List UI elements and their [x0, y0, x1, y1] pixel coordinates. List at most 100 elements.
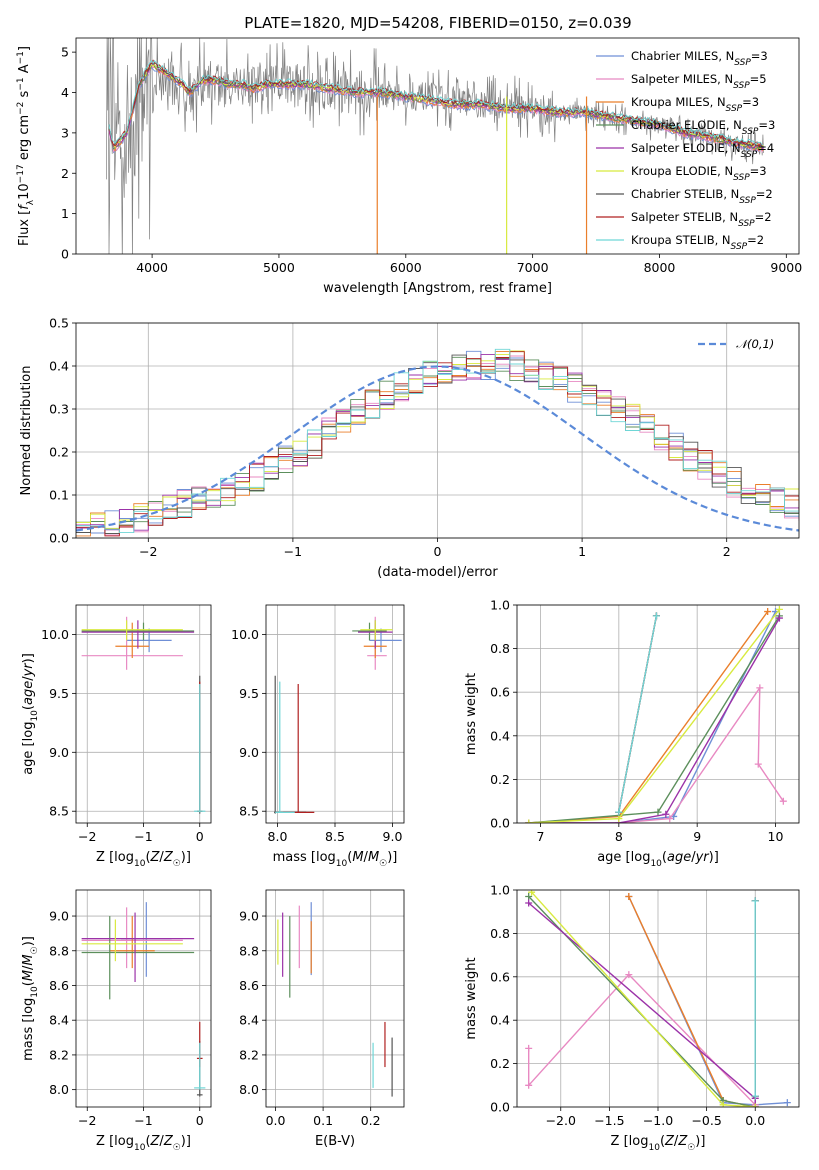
label-part: 10	[30, 710, 40, 722]
label-part: Salpeter ELODIE, N	[631, 141, 741, 155]
mass-weight-line-chabrier-miles	[628, 896, 788, 1106]
legend-entry: Salpeter STELIB, NSSP=2	[631, 210, 772, 229]
y-axis-label: Normed distribution	[19, 366, 34, 496]
y-tick-label: 0.4	[490, 1013, 510, 1028]
x-tick-label: 7	[537, 829, 545, 844]
axes-frame	[265, 604, 405, 824]
label-part: Kroupa STELIB, N	[631, 233, 731, 247]
x-tick-label: 8.5	[325, 829, 345, 844]
y-tick-label: 1.0	[490, 883, 510, 898]
label-part: M	[352, 850, 363, 865]
axes-mass-vs-Z: −2 −1 08.08.28.48.68.89.0Z [log10(Z/Z☉)]ma…	[21, 889, 212, 1153]
label-part: =3	[758, 118, 775, 132]
x-axis-label: (data-model)/error	[377, 565, 498, 580]
x-tick-label: −2.0	[546, 1113, 576, 1128]
legend-entry: Chabrier STELIB, NSSP=2	[631, 187, 773, 206]
label-part: (	[145, 1134, 150, 1149]
mass-weight-line-chabrier-miles	[528, 611, 777, 823]
y-tick-label: 8.0	[239, 1082, 259, 1097]
x-tick-label: −1	[284, 544, 302, 559]
x-tick-label: 2	[723, 544, 731, 559]
label-part: /	[674, 1134, 679, 1149]
label-part: )]	[21, 936, 36, 946]
label-part: =2	[755, 210, 772, 224]
mass-weight-marker	[756, 684, 764, 692]
x-axis-label: wavelength [Angstrom, rest frame]	[323, 281, 552, 296]
mass-weight-marker	[525, 819, 533, 823]
y-tick-label: 0.4	[49, 359, 69, 374]
mass-weight-marker	[654, 808, 662, 816]
mass-weight-marker	[615, 808, 623, 816]
plot-area	[525, 890, 791, 1107]
label-part: ]	[17, 46, 32, 51]
label-part: /	[364, 850, 369, 865]
y-tick-label: 4	[61, 85, 69, 100]
label-part: wavelength [Angstrom, rest frame]	[323, 281, 552, 296]
mass-weight-marker	[525, 1044, 533, 1052]
y-tick-label: 0.6	[490, 969, 510, 984]
residual-histogram-salpeter-miles	[76, 355, 799, 536]
label-part: −2	[16, 102, 26, 115]
mass-weight-marker	[625, 971, 633, 979]
y-tick-label: 8.5	[239, 804, 259, 819]
label-part: Z	[150, 1134, 161, 1149]
label-part: M	[21, 970, 36, 981]
label-part: SSP	[733, 173, 750, 183]
label-part: 10	[650, 859, 662, 869]
label-part: mass [log	[273, 850, 336, 865]
label-part: )]	[695, 1134, 705, 1149]
label-part: =2	[756, 187, 773, 201]
label-part: SSP	[738, 219, 755, 229]
axes-frame	[265, 889, 405, 1108]
mass-weight-marker	[751, 1092, 759, 1100]
x-axis-label: age [log10(age/yr)]	[597, 850, 719, 869]
label-part: E(B-V)	[315, 1134, 355, 1149]
label-part: 10	[134, 1143, 146, 1153]
x-tick-label: 10	[768, 829, 784, 844]
x-tick-label: −1.5	[594, 1113, 624, 1128]
mass-weight-line-kroupa-miles	[628, 896, 756, 1107]
label-part: age	[667, 850, 691, 865]
legend-entry: 𝒩(0,1)	[736, 337, 774, 351]
x-tick-label: −0.5	[691, 1113, 721, 1128]
legend-entry: Chabrier MILES, NSSP=3	[631, 49, 768, 68]
label-part: 10	[30, 986, 40, 998]
x-axis-label: Z [log10(Z/Z☉)]	[96, 1134, 191, 1153]
residual-histogram-kroupa-stelib	[76, 348, 799, 534]
label-part: Z [log	[611, 1134, 649, 1149]
label-part: )]	[181, 850, 191, 865]
label-part: 10	[17, 183, 32, 200]
y-tick-label: 10.0	[41, 627, 69, 642]
label-part: Salpeter STELIB, N	[631, 210, 738, 224]
y-tick-label: 1.0	[490, 598, 510, 613]
y-axis-label: mass [log10(M/M☉)]	[21, 936, 40, 1061]
label-part: A	[17, 64, 32, 77]
mass-weight-line-salpeter-miles	[528, 685, 784, 823]
x-tick-label: 9	[693, 829, 701, 844]
label-part: yr	[695, 850, 711, 865]
label-part: =4	[757, 141, 774, 155]
residual-histogram-kroupa-elodie	[76, 350, 799, 529]
y-tick-label: 0.6	[490, 685, 510, 700]
label-part: Z	[163, 1134, 174, 1149]
mass-weight-marker	[666, 815, 674, 823]
label-part: Kroupa ELODIE, N	[631, 164, 733, 178]
model-spectrum-kroupa-stelib	[108, 59, 764, 146]
label-part: mass [log	[21, 998, 36, 1061]
observed-spectrum-line	[106, 38, 764, 254]
gaussian-curve	[76, 365, 799, 532]
label-part: /	[21, 965, 36, 970]
x-axis-label: mass [log10(M/M☉)]	[273, 850, 398, 869]
axes-mass-vs-EBV: 0.0 0.1 0.2 8.0 8.2 8.4 8.6 8.8 9.0 E(B-V)	[239, 889, 405, 1149]
y-tick-label: 8.8	[49, 943, 69, 958]
y-axis-label: mass weight	[464, 673, 479, 755]
label-part: ☉	[173, 859, 181, 869]
label-part: /	[159, 1134, 164, 1149]
label-part: SSP	[734, 58, 751, 68]
label-part: age	[21, 681, 36, 705]
mass-weight-marker	[751, 1103, 759, 1107]
mass-weight-line-salpeter-elodie	[528, 617, 781, 823]
label-part: /	[691, 850, 696, 865]
x-tick-label: 5000	[263, 260, 295, 275]
